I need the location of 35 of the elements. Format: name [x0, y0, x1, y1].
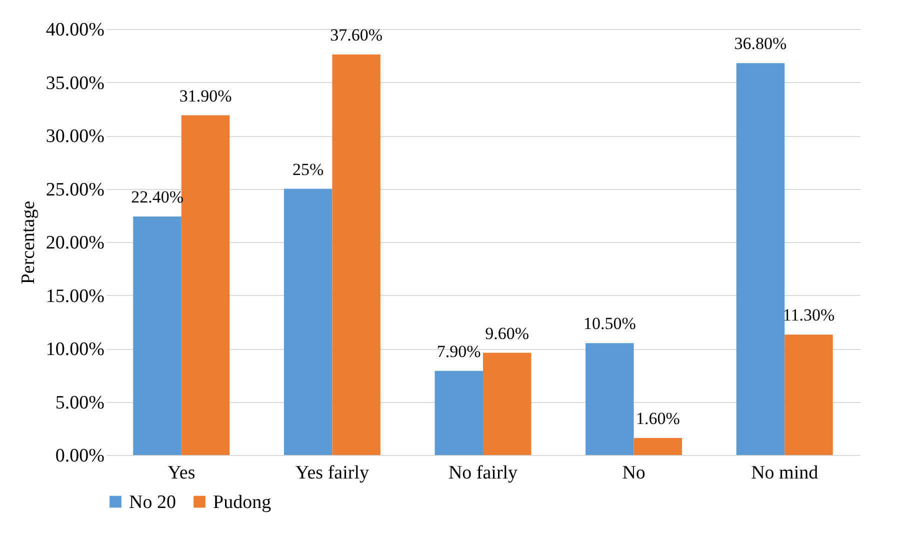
bar — [784, 334, 833, 455]
bar — [332, 54, 380, 455]
y-tick-label: 5.00% — [55, 392, 105, 414]
data-label: 25% — [292, 160, 324, 179]
data-label: 10.50% — [583, 314, 636, 334]
legend-label: Pudong — [213, 492, 272, 513]
bar — [133, 216, 182, 455]
data-label: 31.90% — [179, 86, 232, 106]
data-label: 37.60% — [330, 26, 383, 45]
x-tick-label: No fairly — [448, 462, 518, 484]
bar — [736, 63, 785, 455]
x-tick-label: No — [622, 462, 646, 484]
x-tick-label: No mind — [751, 462, 819, 484]
y-tick-label: 0.00% — [55, 446, 105, 466]
bar — [434, 370, 483, 455]
data-label: 9.60% — [485, 324, 530, 343]
y-tick-label: 15.00% — [46, 286, 105, 307]
y-tick-label: 40.00% — [46, 20, 105, 40]
bar — [483, 352, 532, 455]
y-tick-label: 30.00% — [46, 126, 105, 147]
data-label: 7.90% — [436, 342, 481, 361]
bar — [181, 115, 230, 455]
bar — [586, 343, 634, 455]
y-tick-label: 35.00% — [46, 72, 105, 94]
y-tick-label: 25.00% — [46, 179, 105, 200]
y-tick-label: 10.00% — [46, 339, 105, 360]
y-tick-label: 20.00% — [46, 232, 105, 254]
data-label: 36.80% — [734, 34, 787, 54]
x-tick-label: Yes fairly — [295, 462, 370, 484]
bar — [634, 438, 682, 455]
y-axis-title: Percentage — [18, 200, 39, 284]
x-tick-label: Yes — [168, 462, 196, 484]
data-label: 1.60% — [636, 408, 680, 428]
legend-label: No 20 — [129, 492, 176, 513]
bar — [284, 188, 332, 455]
